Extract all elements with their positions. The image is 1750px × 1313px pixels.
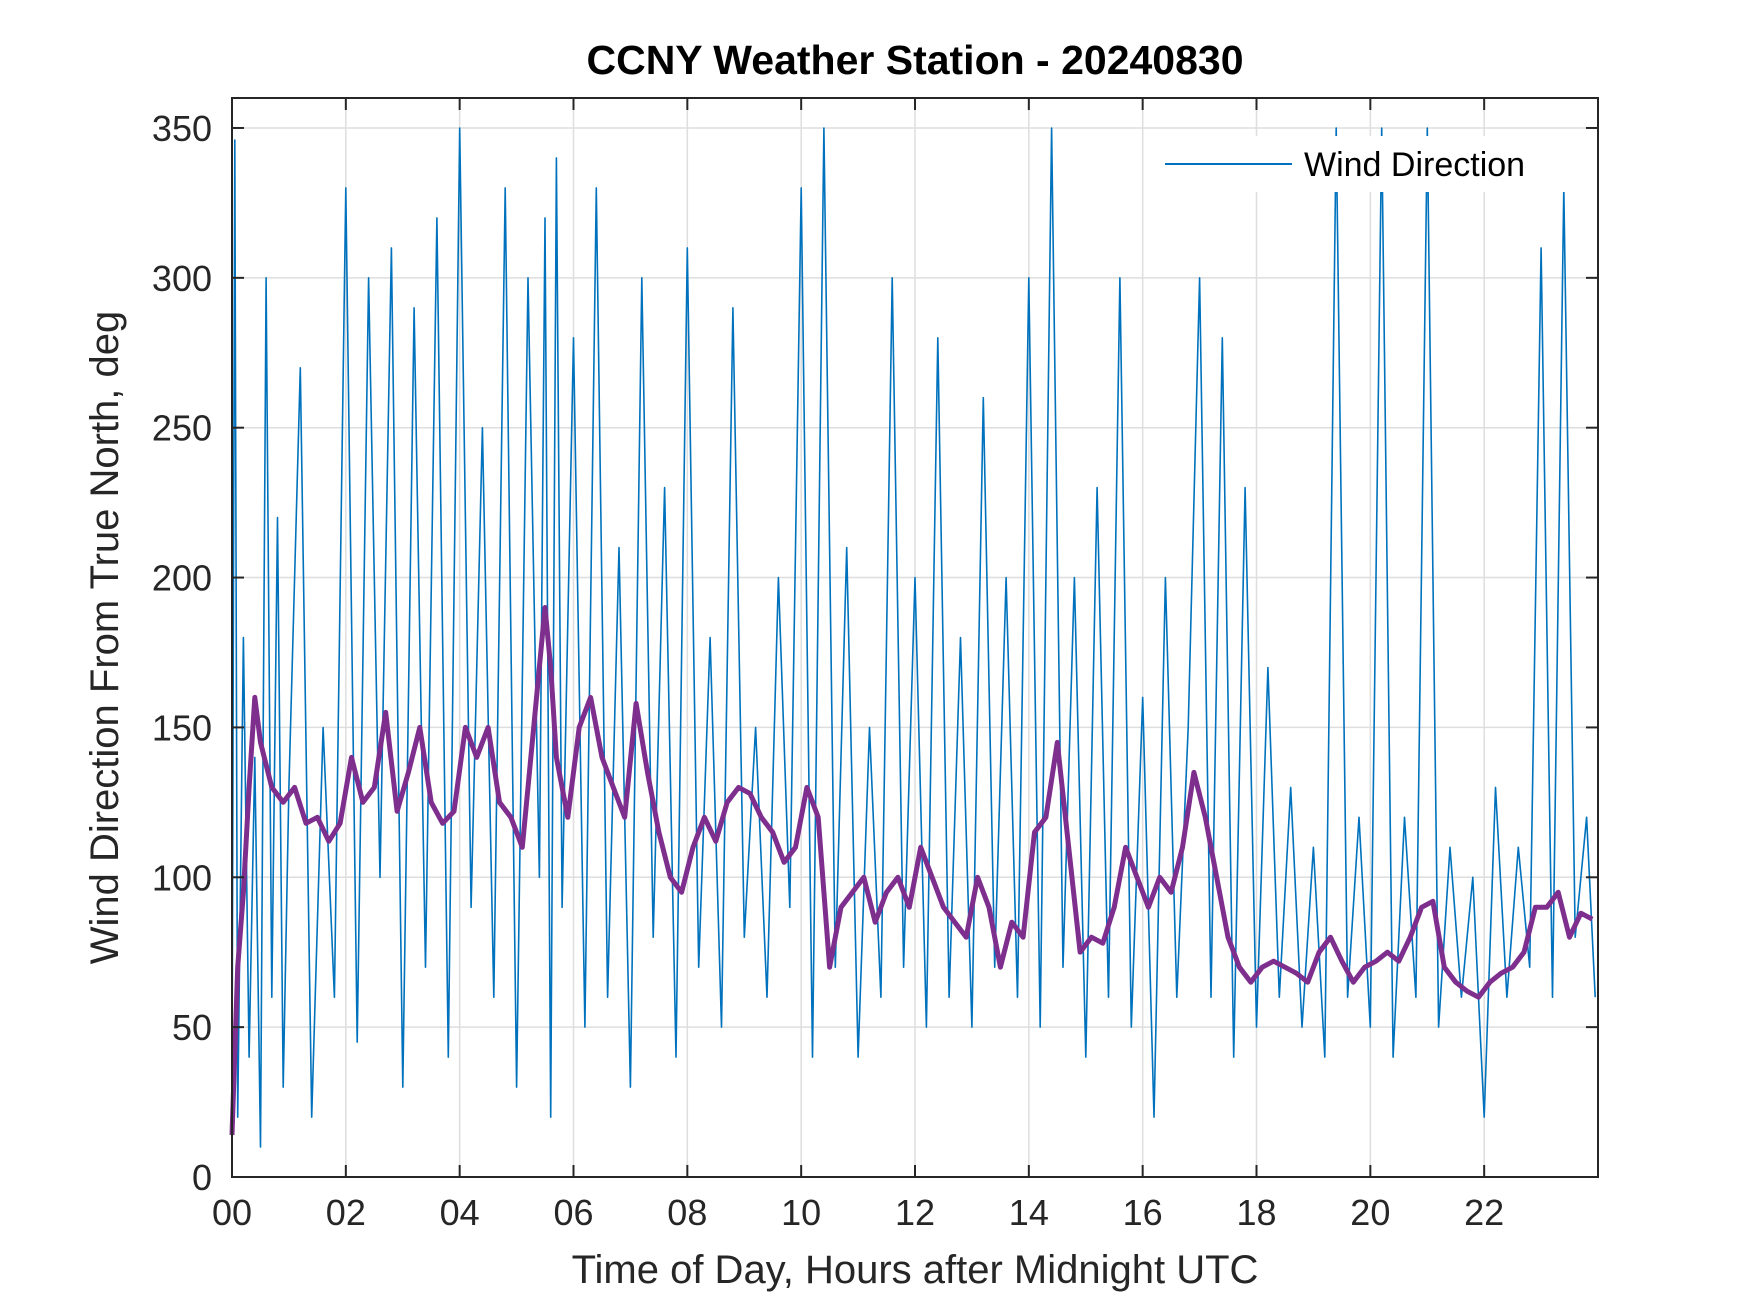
y-tick-label: 50 [172, 1007, 212, 1048]
x-tick-label: 16 [1123, 1192, 1163, 1233]
x-tick-label: 12 [895, 1192, 935, 1233]
x-tick-label: 10 [781, 1192, 821, 1233]
y-tick-label: 250 [152, 408, 212, 449]
x-tick-label: 20 [1350, 1192, 1390, 1233]
y-tick-label: 0 [192, 1157, 212, 1198]
x-tick-label: 00 [212, 1192, 252, 1233]
y-tick-label: 100 [152, 857, 212, 898]
x-tick-label: 22 [1464, 1192, 1504, 1233]
tick-layer: 00 02 04 06 08 10 12 14 16 18 20 22 0 50 100 150 200 250 3… [152, 98, 1598, 1233]
x-tick-label: 18 [1236, 1192, 1276, 1233]
x-tick-label: 14 [1009, 1192, 1049, 1233]
chart-title: CCNY Weather Station - 20240830 [586, 37, 1243, 83]
legend-label-wind-direction: Wind Direction [1304, 146, 1525, 184]
x-tick-label: 06 [553, 1192, 593, 1233]
y-tick-label: 200 [152, 558, 212, 599]
series-line-moving-average [229, 605, 1594, 1136]
x-axis-title: Time of Day, Hours after Midnight UTC [572, 1248, 1259, 1292]
x-tick-label: 04 [440, 1192, 480, 1233]
y-tick-label: 150 [152, 707, 212, 748]
series-line-wind-direction [231, 127, 1596, 1148]
y-tick-label: 350 [152, 108, 212, 149]
series-layer [229, 127, 1596, 1148]
legend: Wind Direction [1150, 136, 1575, 192]
y-axis-title: Wind Direction From True North, deg [83, 311, 127, 965]
x-tick-label: 02 [326, 1192, 366, 1233]
x-tick-label: 08 [667, 1192, 707, 1233]
y-tick-label: 300 [152, 258, 212, 299]
